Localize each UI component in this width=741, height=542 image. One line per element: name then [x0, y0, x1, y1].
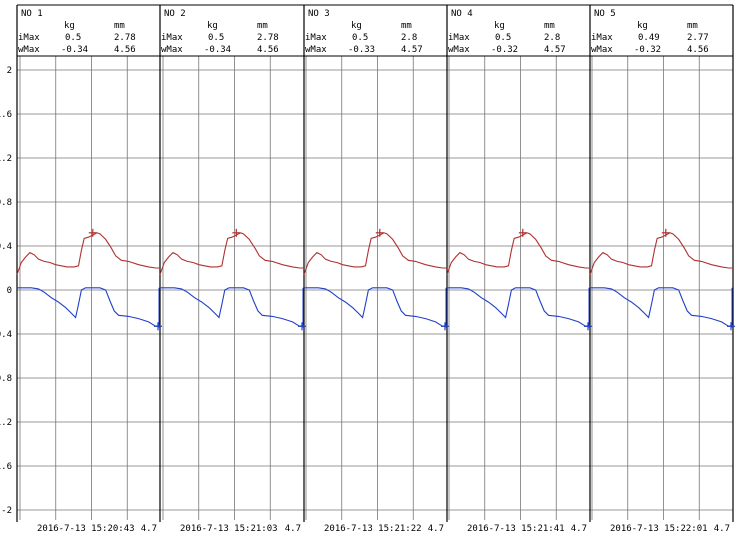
min-row-kg: -0.34 [204, 45, 231, 55]
footer-scale: 4.7 [141, 524, 157, 534]
min-row-kg: -0.32 [634, 45, 661, 55]
min-row-mm: 4.56 [257, 45, 279, 55]
max-row-name: iMax [305, 33, 327, 43]
unit-label-mm: mm [114, 21, 125, 31]
panel-timestamp: 2016-7-13 15:21:41 [467, 524, 565, 534]
panel-label: NO 4 [451, 9, 473, 19]
footer-scale: 4.7 [285, 524, 301, 534]
y-tick-label: 0.4 [0, 330, 12, 340]
upper-curve [589, 232, 733, 275]
min-row-mm: 4.56 [114, 45, 136, 55]
max-row-mm: 2.8 [401, 33, 417, 43]
min-row-kg: -0.33 [348, 45, 375, 55]
max-row-kg: 0.5 [65, 33, 81, 43]
panel-label: NO 3 [308, 9, 330, 19]
max-row-mm: 2.78 [114, 33, 136, 43]
y-tick-label: 2 [7, 66, 12, 76]
y-tick-label: -2 [1, 506, 12, 516]
min-row-name: wMax [305, 45, 327, 55]
footer-scale: 4.7 [571, 524, 587, 534]
lower-curve [447, 287, 591, 327]
panel-timestamp: 2016-7-13 15:21:22 [324, 524, 422, 534]
unit-label-kg: kg [207, 21, 218, 31]
unit-label-kg: kg [351, 21, 362, 31]
y-tick-label: 0 [7, 286, 12, 296]
y-tick-label: 0.4 [0, 242, 12, 252]
y-tick-label: 1.6 [0, 110, 12, 120]
panel-timestamp: 2016-7-13 15:22:01 [610, 524, 708, 534]
lower-curve [590, 287, 734, 327]
panel-label: NO 1 [21, 9, 43, 19]
max-row-name: iMax [448, 33, 470, 43]
max-row-mm: 2.8 [544, 33, 560, 43]
y-tick-label: 1.2 [0, 154, 12, 164]
unit-label-mm: mm [401, 21, 412, 31]
min-row-name: wMax [448, 45, 470, 55]
min-row-name: wMax [18, 45, 40, 55]
unit-label-kg: kg [637, 21, 648, 31]
min-row-kg: -0.32 [491, 45, 518, 55]
max-row-mm: 2.77 [687, 33, 709, 43]
upper-curve [446, 232, 590, 275]
unit-label-mm: mm [257, 21, 268, 31]
min-row-name: wMax [161, 45, 183, 55]
upper-curve [159, 232, 304, 275]
lower-curve [160, 287, 305, 327]
max-row-name: iMax [18, 33, 40, 43]
max-row-name: iMax [591, 33, 613, 43]
max-row-kg: 0.49 [638, 33, 660, 43]
min-row-kg: -0.34 [61, 45, 88, 55]
max-row-kg: 0.5 [495, 33, 511, 43]
footer-scale: 4.7 [714, 524, 730, 534]
max-row-mm: 2.78 [257, 33, 279, 43]
upper-curve [16, 232, 160, 275]
min-row-mm: 4.56 [687, 45, 709, 55]
panel-timestamp: 2016-7-13 15:21:03 [180, 524, 278, 534]
unit-label-mm: mm [544, 21, 555, 31]
y-tick-label: 0.8 [0, 374, 12, 384]
lower-curve [17, 287, 161, 327]
min-row-mm: 4.57 [401, 45, 423, 55]
y-tick-label: 1.6 [0, 462, 12, 472]
lower-curve [304, 287, 448, 327]
unit-label-mm: mm [687, 21, 698, 31]
max-row-kg: 0.5 [208, 33, 224, 43]
max-row-name: iMax [161, 33, 183, 43]
panel-timestamp: 2016-7-13 15:20:43 [37, 524, 135, 534]
y-tick-label: 0.8 [0, 198, 12, 208]
panel-label: NO 2 [164, 9, 186, 19]
min-row-name: wMax [591, 45, 613, 55]
upper-curve [303, 232, 447, 275]
min-row-mm: 4.57 [544, 45, 566, 55]
panel-label: NO 5 [594, 9, 616, 19]
footer-scale: 4.7 [428, 524, 444, 534]
unit-label-kg: kg [494, 21, 505, 31]
unit-label-kg: kg [64, 21, 75, 31]
y-tick-label: 1.2 [0, 418, 12, 428]
max-row-kg: 0.5 [352, 33, 368, 43]
